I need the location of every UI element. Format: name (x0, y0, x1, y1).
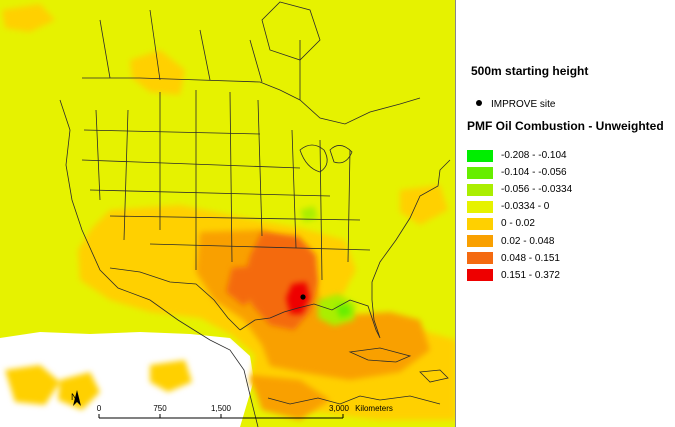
map-subtitle: 500m starting height (471, 64, 589, 78)
map-view[interactable]: N 0 750 1,500 3,000 Kilometers (0, 0, 456, 427)
legend-item: -0.0334 - 0 (467, 198, 572, 215)
no-data-region (0, 332, 254, 427)
site-legend-row: IMPROVE site (476, 99, 555, 110)
contour-zone-0.151-0.372 (286, 282, 310, 314)
political-boundaries (59, 1, 451, 427)
legend-item: -0.056 - -0.0334 (467, 181, 572, 198)
legend-item: 0 - 0.02 (467, 215, 572, 232)
site-legend-label: IMPROVE site (491, 99, 556, 110)
legend-swatch (467, 252, 493, 265)
legend-item: 0.151 - 0.372 (467, 267, 572, 284)
legend-label: 0.151 - 0.372 (501, 269, 560, 281)
site-dot-icon (476, 100, 482, 107)
scale-bar: 0 750 1,500 3,000 Kilometers (97, 404, 393, 419)
legend-label: 0.02 - 0.048 (501, 235, 555, 247)
legend-swatch (467, 269, 493, 282)
improve-site-marker[interactable] (300, 294, 306, 300)
legend-item: 0.02 - 0.048 (467, 232, 572, 249)
legend-panel: 500m starting height IMPROVE site PMF Oi… (456, 0, 675, 427)
scale-tick-750: 750 (153, 404, 167, 413)
legend-swatch (467, 200, 493, 213)
legend-list: -0.208 - -0.104 -0.104 - -0.056 -0.056 - -… (467, 147, 572, 284)
legend-swatch (467, 166, 493, 179)
legend-label: -0.104 - -0.056 (501, 167, 567, 179)
north-arrow: N (71, 390, 81, 406)
legend-item: 0.048 - 0.151 (467, 250, 572, 267)
legend-label: -0.208 - -0.104 (501, 150, 567, 162)
scale-tick-3000: 3,000 (329, 404, 350, 413)
north-arrow-label: N (71, 392, 78, 402)
legend-swatch (467, 217, 493, 230)
legend-label: 0 - 0.02 (501, 218, 535, 230)
map-canvas: N 0 750 1,500 3,000 Kilometers (0, 0, 456, 427)
contour-zone-low-negative (336, 304, 352, 318)
legend-item: -0.208 - -0.104 (467, 147, 572, 164)
legend-title: PMF Oil Combustion - Unweighted (467, 119, 664, 133)
legend-swatch (467, 183, 493, 196)
legend-label: 0.048 - 0.151 (501, 252, 560, 264)
legend-label: -0.0334 - 0 (501, 201, 550, 213)
legend-label: -0.056 - -0.0334 (501, 184, 573, 196)
scale-tick-0: 0 (97, 404, 102, 413)
legend-swatch (467, 149, 493, 162)
scale-units: Kilometers (355, 404, 393, 413)
scale-tick-1500: 1,500 (211, 404, 232, 413)
legend-swatch (467, 235, 493, 248)
legend-item: -0.104 - -0.056 (467, 164, 572, 181)
